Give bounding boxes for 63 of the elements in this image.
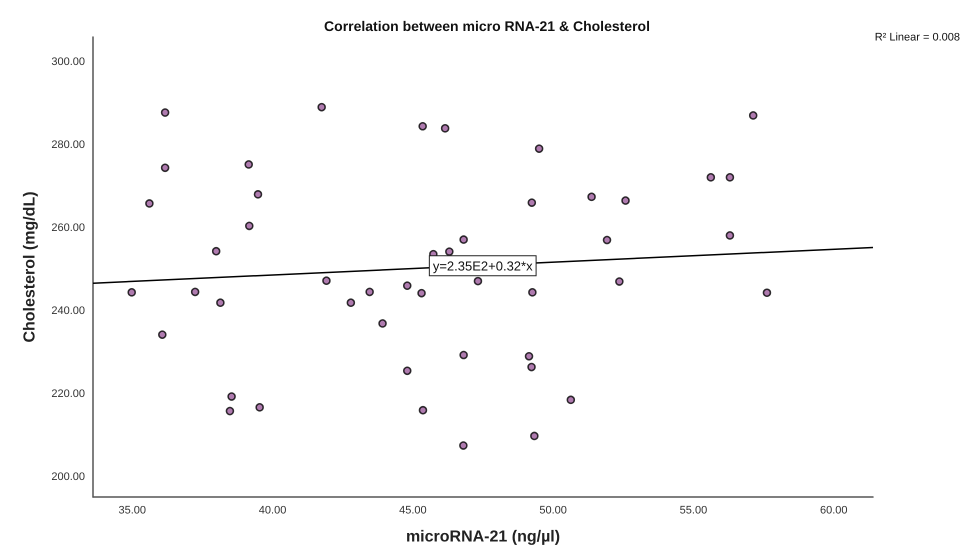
point (459, 235, 468, 244)
point (145, 199, 154, 208)
x-tick-label: 45.00 (399, 504, 427, 516)
point (566, 396, 576, 404)
point (418, 406, 428, 414)
point (534, 144, 544, 153)
y-tick-label: 300.00 (51, 56, 85, 68)
point (212, 246, 220, 256)
point (317, 102, 326, 112)
y-tick-label: 220.00 (51, 388, 85, 400)
x-axis-title: microRNA-21 (ng/µl) (406, 528, 560, 546)
point (346, 298, 356, 307)
y-tick-label: 280.00 (51, 138, 85, 151)
x-tick-label: 35.00 (118, 504, 146, 516)
chart-title: Correlation between micro RNA-21 & Cholesterol (324, 18, 650, 34)
point (459, 350, 468, 360)
y-tick-label: 260.00 (51, 222, 85, 234)
point (474, 276, 482, 286)
point (365, 288, 374, 296)
point (459, 441, 468, 450)
point (524, 352, 534, 361)
point (418, 122, 427, 131)
point (417, 288, 426, 298)
point (254, 190, 262, 199)
y-tick-label: 200.00 (51, 471, 85, 484)
point (602, 236, 612, 244)
y-tick-label: 240.00 (51, 305, 85, 318)
point (587, 192, 596, 202)
point (748, 111, 758, 120)
point (226, 406, 234, 416)
point (440, 124, 450, 133)
point (190, 288, 200, 296)
point (615, 277, 624, 286)
point (726, 231, 734, 240)
point (216, 298, 225, 307)
x-tick-label: 55.00 (680, 504, 708, 516)
point (127, 288, 136, 297)
point (527, 362, 536, 372)
point (530, 432, 539, 440)
x-tick-label: 40.00 (258, 504, 286, 516)
point (160, 164, 170, 172)
point (322, 276, 331, 285)
text: R² Linear = 0.008 (874, 32, 960, 44)
point (244, 160, 253, 169)
x-tick-label: 60.00 (820, 504, 848, 516)
point (227, 392, 236, 401)
point (245, 222, 254, 230)
point (528, 198, 536, 207)
x-tick-label: 50.00 (539, 504, 567, 516)
point (160, 108, 170, 117)
point (528, 288, 537, 297)
point (445, 247, 454, 256)
point (378, 319, 387, 328)
y-axis-title: Cholesterol (mg/dL) (22, 191, 38, 343)
point (158, 330, 167, 339)
point (403, 366, 412, 376)
point (762, 288, 772, 297)
point (621, 196, 630, 205)
point (726, 173, 734, 182)
point (255, 403, 264, 412)
point (706, 173, 716, 182)
annotation: y=2.35E2+0.32*x (432, 258, 534, 274)
point (403, 281, 412, 290)
